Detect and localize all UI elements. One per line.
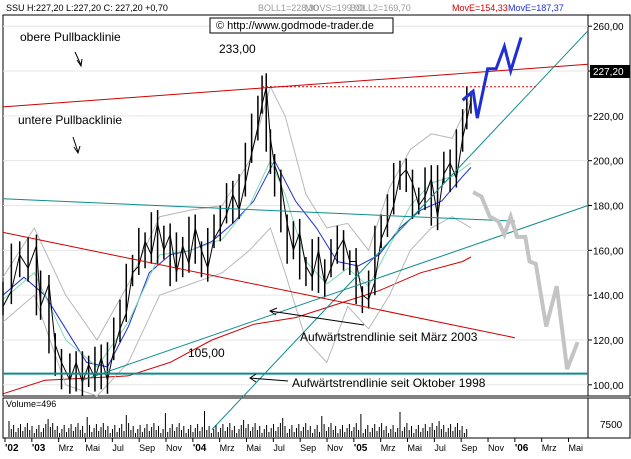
- volume-label: Volume=496: [6, 399, 56, 409]
- time-tick-label: Mrz: [220, 443, 235, 453]
- time-tick-label: Jul: [273, 443, 285, 453]
- volume-bars: [8, 411, 468, 437]
- annotation-high: 233,00: [219, 42, 256, 56]
- time-tick-label: '05: [354, 443, 368, 454]
- arrow-trend-2003: [269, 310, 365, 326]
- annotation-upper-pullback: obere Pullbacklinie: [20, 30, 121, 44]
- trend-line: [211, 30, 589, 430]
- indicator-line: [2, 159, 472, 368]
- arrow-trend-1998: [249, 377, 289, 382]
- annotation-low: 105,00: [188, 346, 225, 360]
- price-series: [2, 73, 472, 396]
- indicator-line: [2, 85, 472, 341]
- time-tick-label: '02: [5, 443, 19, 454]
- price-tick-label: 140,00: [593, 291, 624, 302]
- time-tick-label: Nov: [488, 443, 505, 453]
- time-tick-label: Mrz: [381, 443, 396, 453]
- movs-label: MOVS=199,00: [305, 3, 364, 13]
- volume-tick: 7500: [600, 420, 623, 431]
- annotation-arrows: [72, 51, 365, 383]
- time-tick-label: Mrz: [542, 443, 557, 453]
- time-tick-label: Sep: [300, 443, 316, 453]
- trend-line: [2, 63, 589, 108]
- time-tick-label: Nov: [327, 443, 344, 453]
- current-price-label: 227,20: [593, 67, 624, 78]
- price-tick-label: 200,00: [593, 157, 624, 168]
- arrowhead-lower-pullback: [73, 145, 81, 155]
- symbol-info: SSU H:227,20 L:227,20 C: 227,20 +0,70: [6, 3, 168, 13]
- time-tick-label: Sep: [461, 443, 477, 453]
- indicators: [2, 85, 472, 397]
- volume-axis-frame: [587, 397, 631, 439]
- annotation-lower-pullback: untere Pullbacklinie: [18, 113, 122, 127]
- time-tick-label: Mrz: [59, 443, 74, 453]
- source-url: © http://www.godmode-trader.de: [216, 20, 374, 32]
- time-tick-label: '03: [32, 443, 46, 454]
- indicator-line: [2, 256, 472, 395]
- annotation-trend-2003: Aufwärtstrendlinie seit März 2003: [300, 330, 478, 344]
- time-tick-label: '04: [193, 443, 207, 454]
- arrow-upper-pullback: [74, 51, 82, 66]
- time-tick-label: Mai: [408, 443, 423, 453]
- price-tick-label: 260,00: [593, 22, 624, 33]
- time-tick-label: Mai: [247, 443, 262, 453]
- time-tick-label: Nov: [166, 443, 183, 453]
- time-tick-label: Mai: [569, 443, 584, 453]
- annotation-trend-1998: Aufwärtstrendlinie seit Oktober 1998: [292, 376, 486, 390]
- time-tick-label: '06: [515, 443, 529, 454]
- price-tick-label: 180,00: [593, 202, 624, 213]
- price-tick-label: 100,00: [593, 381, 624, 392]
- arrowhead-upper-pullback: [76, 58, 83, 68]
- price-tick-label: 120,00: [593, 336, 624, 347]
- boll1-label: BOLL1=228,30: [258, 3, 319, 13]
- move2-label: MovE=187,37: [508, 3, 564, 13]
- price-close-line: [2, 86, 472, 385]
- price-tick-label: 220,00: [593, 112, 624, 123]
- current-price-tag: [590, 65, 630, 78]
- price-tick-label: 160,00: [593, 246, 624, 257]
- source-box: [209, 17, 394, 34]
- indicator-line: [2, 216, 472, 397]
- projections: [461, 36, 580, 370]
- arrow-lower-pullback: [72, 136, 79, 153]
- projection-bear: [472, 190, 580, 370]
- move1-label: MovE=154,33: [452, 3, 508, 13]
- arrowhead-trend-2003: [268, 307, 278, 316]
- trend-line: [2, 198, 515, 222]
- projection-bull: [461, 36, 523, 119]
- trend-line: [2, 231, 515, 339]
- time-tick-label: Sep: [139, 443, 155, 453]
- boll2-label: BOLL2=169,70: [350, 3, 411, 13]
- time-tick-label: Mai: [86, 443, 101, 453]
- time-tick-label: Jul: [112, 443, 124, 453]
- time-tick-label: Jul: [434, 443, 446, 453]
- arrowhead-trend-1998: [249, 373, 257, 383]
